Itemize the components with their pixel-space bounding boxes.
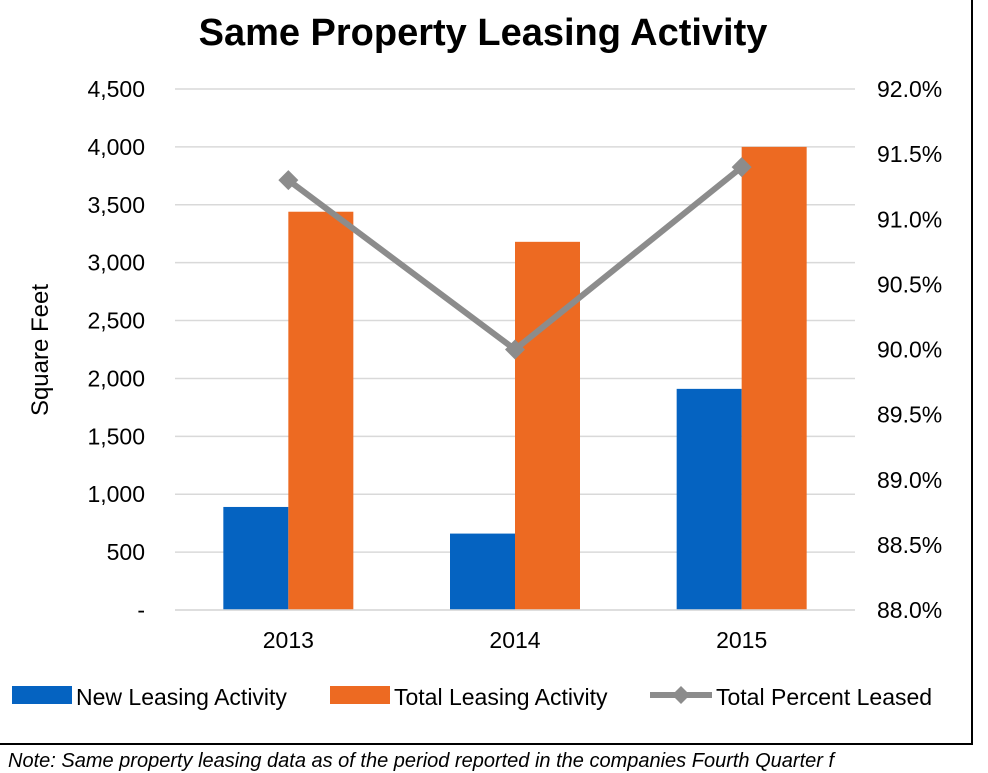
bar: [741, 146, 807, 610]
y2-tick-label: 89.0%: [877, 467, 942, 493]
bar: [676, 388, 742, 610]
y2-tick-label: 88.5%: [877, 532, 942, 558]
bar: [450, 533, 515, 610]
x-tick-label: 2015: [716, 627, 767, 653]
y2-tick-label: 90.5%: [877, 271, 942, 297]
y2-tick-label: 89.5%: [877, 402, 942, 428]
bar: [223, 506, 289, 610]
y-tick-label: 4,500: [87, 76, 145, 102]
y2-tick-label: 88.0%: [877, 597, 942, 623]
bar: [288, 211, 354, 611]
y-tick-label: 500: [107, 539, 145, 565]
y-tick-label: 2,000: [87, 365, 145, 391]
legend-swatch: [330, 686, 390, 704]
y-tick-label: 3,500: [87, 192, 145, 218]
legend-label: Total Percent Leased: [716, 684, 932, 710]
footnote: Note: Same property leasing data as of t…: [8, 750, 835, 772]
leasing-activity-chart: Same Property Leasing Activity - 500 1,000 1…: [12, 12, 942, 710]
chart-title: Same Property Leasing Activity: [199, 12, 768, 54]
y-tick-label: 3,000: [87, 250, 145, 276]
bar: [515, 241, 580, 610]
legend-label: New Leasing Activity: [76, 684, 287, 710]
y2-tick-label: 91.0%: [877, 206, 942, 232]
y-tick-label: 2,500: [87, 308, 145, 334]
line-point: [731, 157, 752, 178]
line-point: [505, 339, 525, 360]
y-axis-label: Square Feet: [27, 284, 54, 416]
x-tick-label: 2013: [263, 627, 314, 653]
legend-label: Total Leasing Activity: [394, 684, 608, 710]
legend-swatch: [12, 686, 72, 704]
y-tick-label: 1,000: [87, 481, 145, 507]
y2-tick-label: 91.5%: [877, 141, 942, 167]
y-tick-label: 4,000: [87, 134, 145, 160]
x-tick-label: 2014: [489, 627, 540, 653]
y2-tick-label: 90.0%: [877, 337, 942, 363]
chart-frame: [0, 0, 973, 745]
legend-marker: [672, 686, 690, 704]
y-tick-label: -: [137, 597, 145, 623]
line-point: [278, 170, 299, 191]
y-tick-label: 1,500: [87, 423, 145, 449]
y2-tick-label: 92.0%: [877, 76, 942, 102]
